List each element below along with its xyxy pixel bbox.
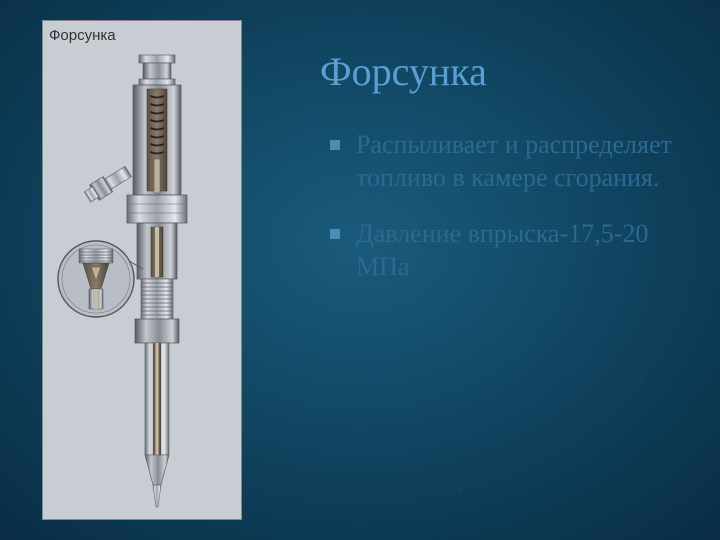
square-bullet-icon xyxy=(330,140,340,150)
injector-diagram xyxy=(43,21,243,521)
bullet-text: Давление впрыска-17,5-20 МПа xyxy=(356,219,648,281)
injector-image-panel: Форсунка xyxy=(42,20,242,520)
bullet-text: Распыливает и распределяет топливо в кам… xyxy=(356,130,672,192)
bullet-item: Распыливает и распределяет топливо в кам… xyxy=(330,128,690,195)
bullet-item: Давление впрыска-17,5-20 МПа xyxy=(330,217,690,284)
bullet-list: Распыливает и распределяет топливо в кам… xyxy=(330,128,690,305)
square-bullet-icon xyxy=(330,229,340,239)
slide-title: Форсунка xyxy=(320,48,487,95)
slide: Форсунка xyxy=(0,0,720,540)
